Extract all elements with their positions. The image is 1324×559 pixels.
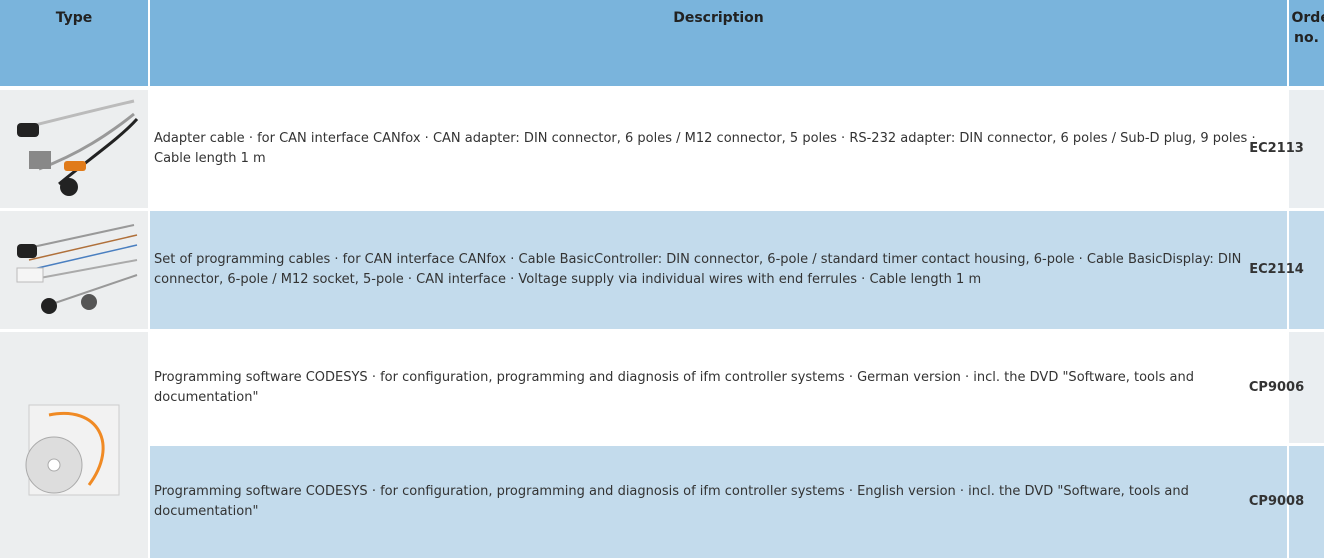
description-cell: Adapter cable · for CAN interface CANfox…: [150, 90, 1287, 208]
header-cell: Type: [0, 0, 148, 86]
dvd-icon: [25, 404, 120, 496]
header-cell: Order no.: [1289, 0, 1324, 86]
order-no: EC2113: [1249, 141, 1304, 156]
cable-icon: [17, 99, 139, 196]
header-cell: Description: [150, 0, 1287, 86]
cable-icon: [16, 224, 138, 314]
order-no: EC2114: [1249, 262, 1304, 277]
description-cell: Set of programming cables · for CAN inte…: [150, 211, 1287, 329]
order-cell: EC2114: [1249, 211, 1324, 329]
order-cell: EC2113: [1249, 90, 1324, 208]
product-image: [0, 211, 148, 329]
product-image: [0, 332, 148, 558]
order-no: CP9006: [1248, 379, 1305, 395]
description-cell: Programming software CODESYS · for confi…: [150, 446, 1287, 558]
order-cell: CP9008: [1249, 446, 1324, 558]
product-image: [0, 90, 148, 208]
description-cell: Programming software CODESYS · for confi…: [150, 332, 1287, 443]
order-no: CP9008: [1248, 494, 1305, 509]
header-text: Order no.: [1291, 10, 1324, 46]
order-cell: CP9006: [1249, 332, 1324, 443]
